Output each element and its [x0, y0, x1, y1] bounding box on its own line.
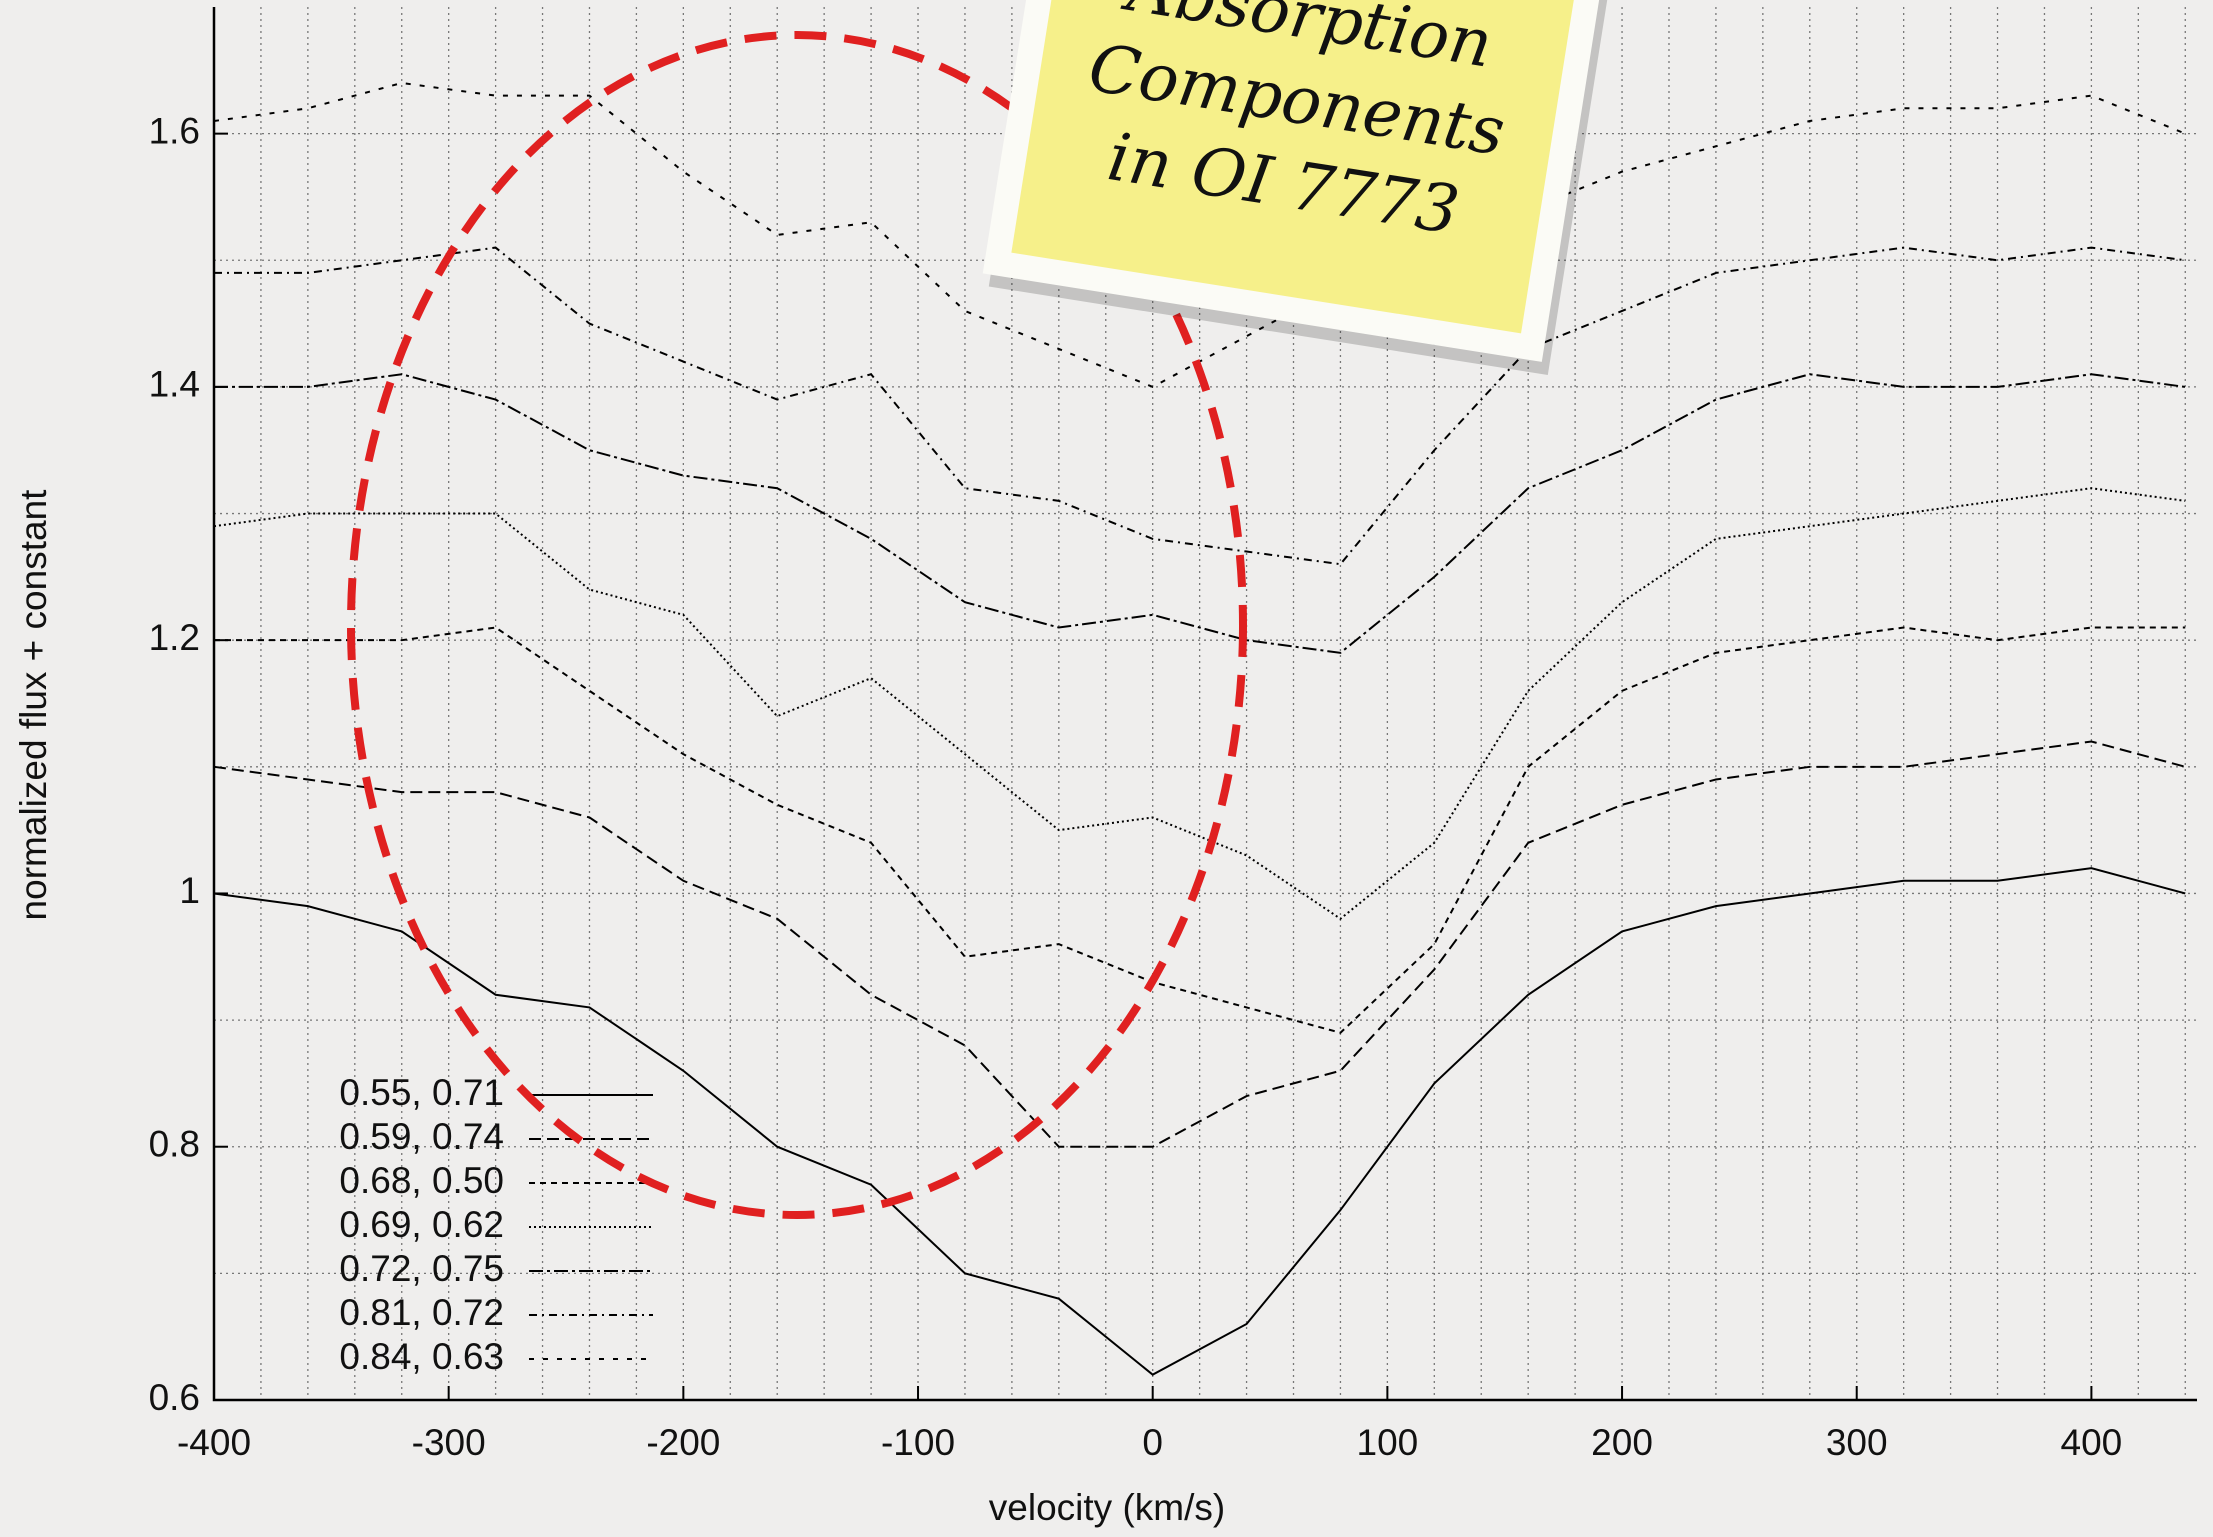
- y-tick-label: 0.6: [149, 1377, 200, 1418]
- data-line: [213, 740, 2186, 1148]
- x-tick-label: -400: [177, 1422, 251, 1463]
- x-tick-label: -200: [646, 1422, 720, 1463]
- data-line: [214, 246, 2186, 566]
- x-tick-label: 100: [1357, 1422, 1419, 1463]
- legend-label: 0.84, 0.63: [339, 1336, 504, 1377]
- y-tick-label: 1.6: [149, 110, 200, 151]
- y-tick-label: 1: [179, 870, 200, 911]
- x-tick-label: -300: [412, 1422, 486, 1463]
- x-tick-label: -100: [881, 1422, 955, 1463]
- legend-label: 0.72, 0.75: [339, 1248, 504, 1289]
- x-tick-label: 0: [1142, 1422, 1163, 1463]
- x-tick-label: 300: [1826, 1422, 1888, 1463]
- note-paper: [1011, 0, 1577, 334]
- legend-label: 0.55, 0.71: [339, 1072, 504, 1113]
- data-line: [213, 867, 2186, 1376]
- data-line: [214, 626, 2186, 1034]
- y-tick-label: 1.4: [149, 364, 200, 405]
- legend-label: 0.69, 0.62: [339, 1204, 504, 1245]
- y-axis-label: normalized flux + constant: [13, 489, 54, 921]
- legend-label: 0.81, 0.72: [339, 1292, 504, 1333]
- y-tick-label: 1.2: [149, 617, 200, 658]
- x-tick-label: 200: [1591, 1422, 1653, 1463]
- y-tick-label: 0.8: [149, 1124, 200, 1165]
- legend-label: 0.68, 0.50: [339, 1160, 504, 1201]
- data-line: [213, 487, 2186, 921]
- x-axis-label: velocity (km/s): [989, 1487, 1225, 1528]
- axis-frame: [212, 7, 2197, 1402]
- legend-label: 0.59, 0.74: [339, 1116, 504, 1157]
- data-line: [214, 373, 2186, 654]
- highlight-ellipse: [347, 31, 1247, 1219]
- x-tick-label: 400: [2061, 1422, 2123, 1463]
